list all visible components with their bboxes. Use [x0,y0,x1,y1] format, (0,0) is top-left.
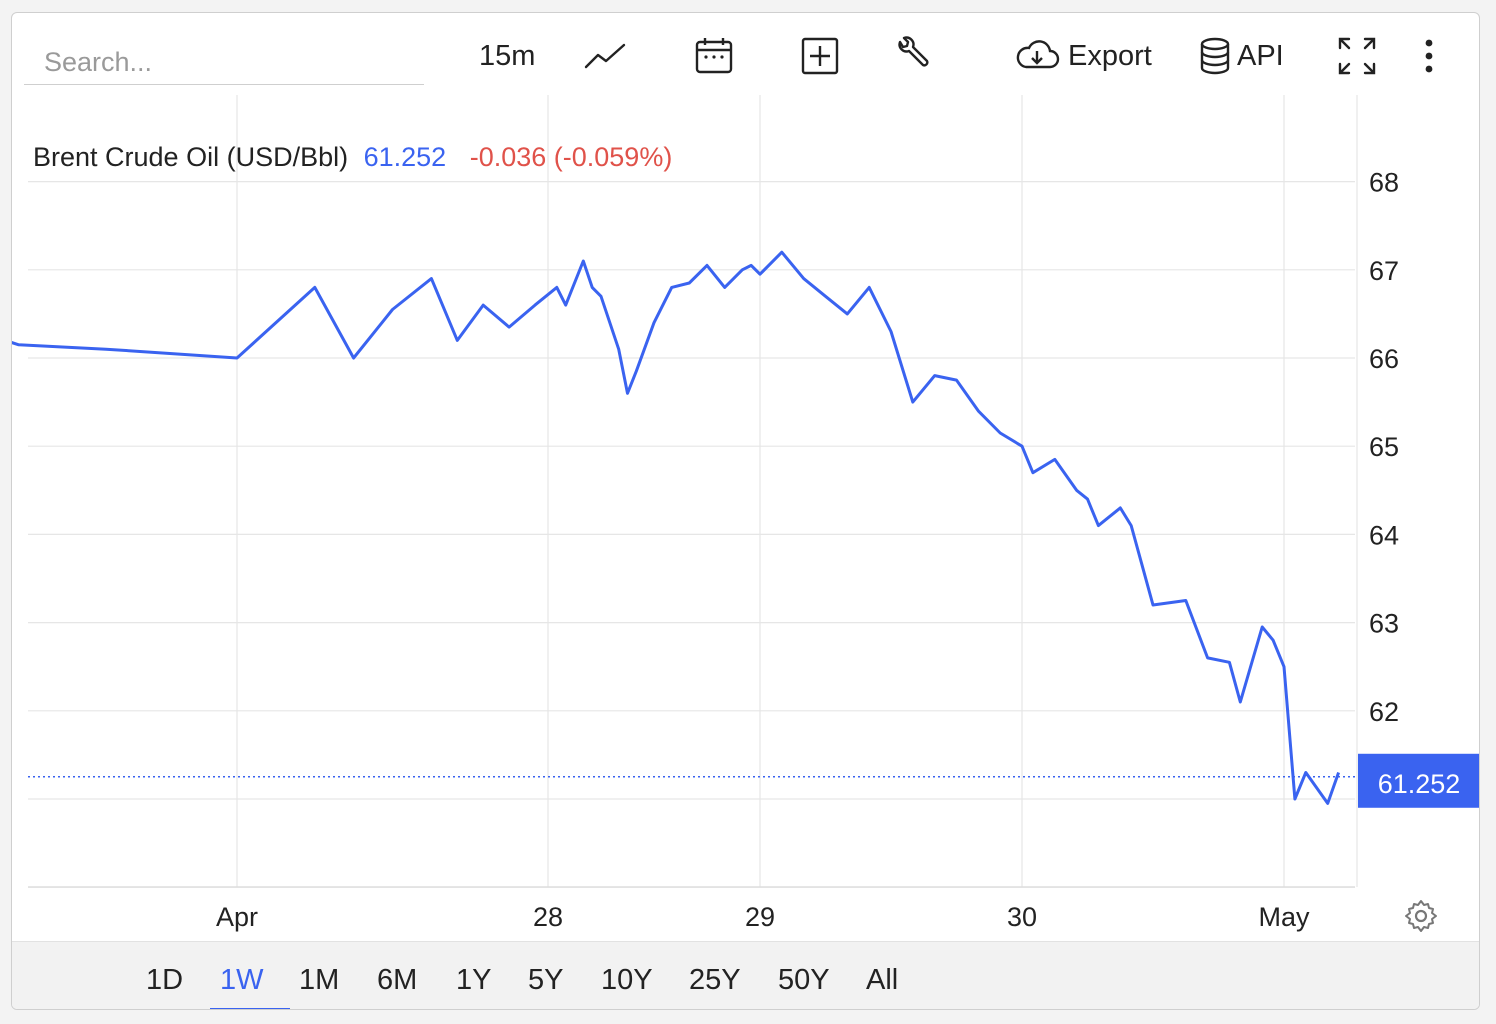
range-tab-5y[interactable]: 5Y [528,964,564,996]
y-tick-label: 66 [1369,344,1399,374]
api-label: API [1237,39,1284,72]
chart-series [12,250,1341,805]
export-button[interactable]: Export [1014,33,1152,79]
search-input[interactable] [24,41,424,85]
last-value-box [1358,753,1479,808]
range-tab-6m[interactable]: 6M [377,964,418,996]
cloud-download-icon [1014,39,1060,73]
legend-price: 61.252 [364,142,447,172]
date-range-button[interactable] [695,33,733,79]
wrench-icon [892,36,932,76]
add-icon [801,37,839,75]
x-tick-label: 30 [1007,902,1037,932]
last-value-marker: 61.252 [28,753,1479,808]
chart-settings-button[interactable] [1404,899,1438,938]
chart-legend: Brent Crude Oil (USD/Bbl) 61.252 -0.036 … [33,142,672,172]
fullscreen-icon [1337,36,1377,76]
range-tab-1m[interactable]: 1M [299,964,340,996]
line-chart-icon [584,41,626,71]
settings-tools-button[interactable] [892,33,932,79]
api-button[interactable]: API [1199,33,1284,79]
series-line [12,250,1341,805]
x-tick-label: 28 [533,902,563,932]
y-tick-label: 68 [1369,168,1399,198]
chart-widget: 15m Export [11,12,1480,1010]
interval-label: 15m [479,39,536,72]
fullscreen-button[interactable] [1337,33,1377,79]
range-tabs: 1D 1W 1M 6M 1Y 5Y 10Y 25Y 50Y All [12,941,1479,1009]
active-tab-underline [210,1008,290,1009]
chart-axes: 62 63 64 65 66 67 68 Apr 28 29 30 May [28,95,1399,932]
y-tick-label: 64 [1369,520,1399,550]
compare-button[interactable] [801,33,839,79]
legend-name: Brent Crude Oil (USD/Bbl) [33,142,348,172]
price-chart: 62 63 64 65 66 67 68 Apr 28 29 30 May Brent Crude O… [12,95,1479,932]
chart-type-button[interactable] [584,33,626,79]
range-tab-1y[interactable]: 1Y [456,964,492,996]
more-button[interactable] [1422,33,1436,79]
chart-grid [28,95,1355,888]
calendar-icon [695,36,733,76]
range-tab-1w[interactable]: 1W [220,964,264,996]
x-tick-label: 29 [745,902,775,932]
legend-change: -0.036 (-0.059%) [470,142,673,172]
x-tick-label: May [1258,902,1310,932]
range-tab-50y[interactable]: 50Y [778,964,830,996]
range-tab-all[interactable]: All [866,964,899,996]
database-icon [1199,37,1231,75]
last-value-label: 61.252 [1378,769,1461,799]
interval-button[interactable]: 15m [479,33,535,79]
export-label: Export [1068,39,1152,72]
range-tab-25y[interactable]: 25Y [689,964,741,996]
x-tick-label: Apr [216,902,258,932]
y-tick-label: 65 [1369,432,1399,462]
more-vert-icon [1422,36,1436,76]
gear-icon [1404,900,1438,937]
y-tick-label: 62 [1369,697,1399,727]
range-tab-1d[interactable]: 1D [146,964,184,996]
y-tick-label: 63 [1369,609,1399,639]
range-tab-10y[interactable]: 10Y [601,964,653,996]
y-tick-label: 67 [1369,256,1399,286]
toolbar: 15m Export [12,13,1479,103]
